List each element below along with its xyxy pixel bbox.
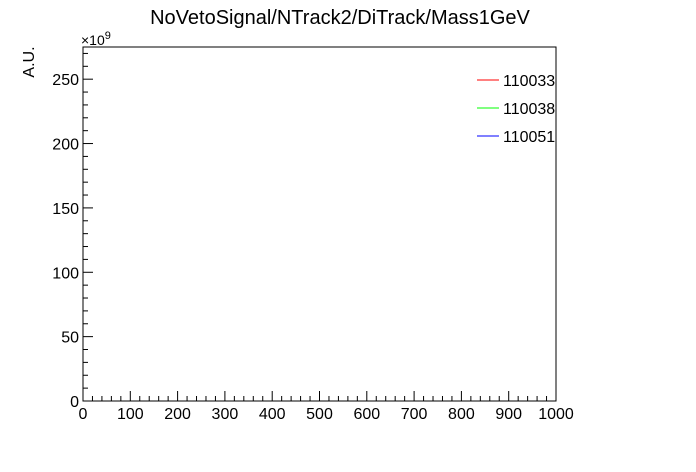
y-exponent-power: 9 (105, 30, 111, 42)
x-tick-label: 900 (495, 406, 522, 423)
x-axis-ticks: 0 100 200 300 400 500 600 700 800 900 1000 (79, 391, 574, 423)
y-exponent-base: ×109 (81, 30, 111, 48)
x-tick-label: 500 (306, 406, 333, 423)
y-axis-label: A.U. (21, 46, 38, 77)
x-tick-label: 200 (164, 406, 191, 423)
x-tick-label: 1000 (538, 406, 574, 423)
y-tick-label: 150 (52, 201, 79, 218)
y-tick-label: 200 (52, 137, 79, 154)
x-tick-label: 400 (259, 406, 286, 423)
y-tick-label: 0 (70, 394, 79, 411)
chart-title: NoVetoSignal/NTrack2/DiTrack/Mass1GeV (150, 7, 530, 29)
legend: 110033 110038 110051 (477, 73, 555, 146)
plot-frame (82, 46, 557, 402)
y-axis-exponent: ×109 (81, 30, 111, 48)
x-tick-label: 700 (401, 406, 428, 423)
legend-label: 110051 (503, 129, 555, 146)
x-tick-label: 0 (79, 406, 88, 423)
x-tick-label: 300 (212, 406, 239, 423)
y-tick-label: 50 (61, 330, 79, 347)
x-tick-label: 800 (448, 406, 475, 423)
y-tick-label: 250 (52, 72, 79, 89)
legend-label: 110038 (503, 101, 555, 118)
x-tick-label: 100 (117, 406, 144, 423)
x-tick-label: 600 (353, 406, 380, 423)
y-tick-label: 100 (52, 265, 79, 282)
legend-label: 110033 (503, 73, 555, 90)
y-axis-ticks: 0 50 100 150 200 250 (52, 52, 93, 411)
